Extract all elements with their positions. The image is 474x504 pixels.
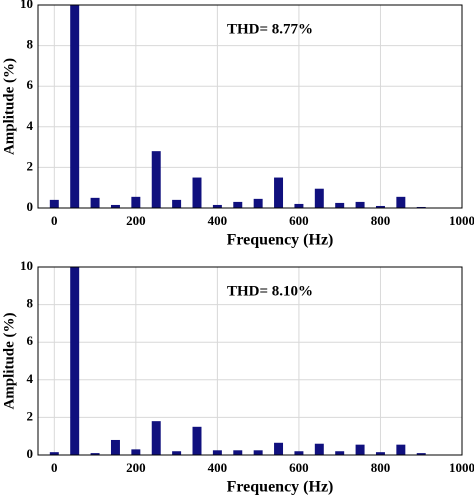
bar: [314, 188, 324, 208]
plot-area: [38, 267, 462, 455]
bar: [172, 451, 182, 455]
y-axis-label: Amplitude (%): [1, 312, 17, 409]
bar: [49, 452, 59, 455]
bar: [70, 5, 80, 208]
x-tick-label: 0: [51, 460, 58, 475]
y-tick-label: 2: [27, 158, 34, 173]
x-tick-label: 400: [208, 213, 228, 228]
y-tick-label: 6: [27, 77, 34, 92]
bar: [375, 452, 385, 455]
y-tick-label: 2: [27, 408, 34, 423]
bar: [90, 197, 100, 208]
y-tick-label: 6: [27, 333, 34, 348]
bar: [314, 443, 324, 455]
bar: [233, 450, 243, 455]
x-tick-label: 200: [126, 460, 146, 475]
bar: [151, 151, 161, 208]
plot-area: [38, 5, 462, 208]
bar: [294, 203, 304, 208]
y-tick-label: 10: [20, 0, 33, 11]
x-tick-label: 600: [289, 213, 309, 228]
bar: [49, 199, 59, 208]
x-tick-label: 600: [289, 460, 309, 475]
x-tick-label: 400: [208, 460, 228, 475]
x-tick-label: 1000: [449, 460, 474, 475]
plot-frame: [37, 266, 463, 456]
x-axis-label: Frequency (Hz): [227, 479, 334, 496]
bar: [172, 199, 182, 208]
bar: [274, 177, 284, 208]
bar: [335, 451, 345, 455]
bar: [90, 453, 100, 455]
x-tick-label: 800: [371, 460, 391, 475]
x-axis-label: Frequency (Hz): [227, 232, 334, 249]
bar: [355, 201, 365, 208]
bar: [355, 444, 365, 455]
plot-frame: [37, 4, 463, 209]
x-tick-label: 1000: [449, 213, 474, 228]
bar: [274, 442, 284, 455]
annotation: THD= 8.77%: [227, 21, 313, 37]
bar: [396, 444, 406, 455]
bar: [110, 204, 120, 208]
bar: [151, 421, 161, 455]
bar: [253, 198, 263, 208]
bar: [416, 206, 426, 208]
bar: [212, 204, 222, 208]
y-tick-label: 0: [27, 199, 34, 214]
y-tick-label: 10: [20, 258, 33, 273]
x-tick-label: 800: [371, 213, 391, 228]
x-tick-label: 0: [51, 213, 58, 228]
bar: [110, 439, 120, 455]
bar: [212, 450, 222, 455]
bar: [335, 202, 345, 208]
y-tick-label: 8: [27, 37, 34, 52]
y-axis-label: Amplitude (%): [1, 58, 17, 155]
bar: [192, 426, 202, 455]
bar: [396, 196, 406, 208]
annotation: THD= 8.10%: [227, 283, 313, 299]
bar: [70, 267, 80, 455]
x-tick-label: 200: [126, 213, 146, 228]
y-tick-label: 4: [27, 371, 34, 386]
bar: [253, 450, 263, 455]
bar: [416, 453, 426, 455]
y-tick-label: 4: [27, 118, 34, 133]
bar: [131, 196, 141, 208]
y-tick-label: 0: [27, 446, 34, 461]
bar: [375, 205, 385, 208]
bar: [294, 451, 304, 455]
bar: [192, 177, 202, 208]
bar: [131, 449, 141, 455]
y-tick-label: 8: [27, 296, 34, 311]
bar: [233, 201, 243, 208]
